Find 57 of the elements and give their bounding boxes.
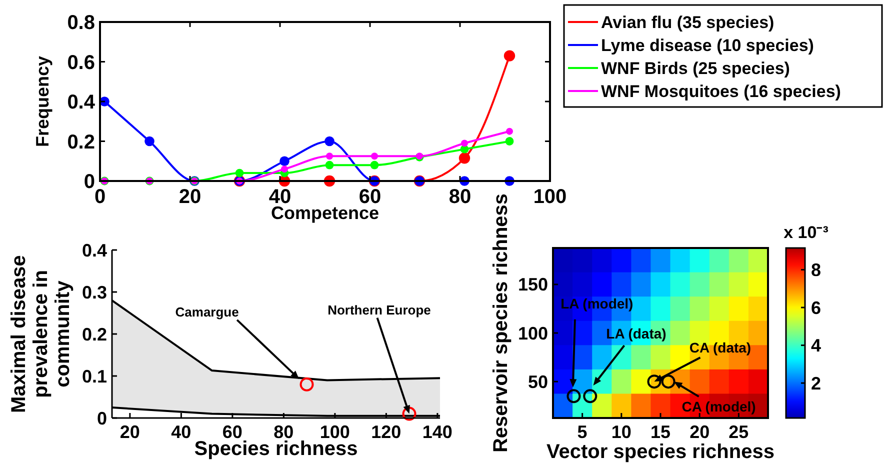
point — [458, 152, 470, 164]
point — [144, 136, 154, 146]
legend-label: WNF Mosquitoes (16 species) — [601, 82, 841, 101]
x-tick-label: 20 — [178, 186, 202, 208]
y-tick-label: 0.8 — [67, 12, 95, 34]
x-tick-label: 10 — [611, 422, 632, 442]
x-axis-title: Vector species richness — [546, 441, 774, 463]
annotation: LA (data) — [606, 325, 666, 342]
y-tick-label: 0.4 — [82, 240, 107, 260]
point — [325, 160, 334, 170]
legend-label: Lyme disease (10 species) — [601, 36, 814, 55]
y-tick-label: 100 — [518, 323, 548, 344]
point — [324, 136, 334, 146]
color-bar-label: 2 — [811, 373, 822, 394]
point — [326, 152, 333, 160]
legend-label: WNF Birds (25 species) — [601, 58, 790, 78]
annotation: CA (data) — [689, 339, 752, 356]
y-tick-label: 0.6 — [67, 52, 95, 74]
annotation: Northern Europe — [328, 302, 431, 318]
y-tick-label: 0 — [84, 171, 95, 193]
x-tick-label: 25 — [728, 422, 749, 442]
color-bar-label: 6 — [811, 298, 822, 318]
y-axis-title: Maximal disease prevalence in community — [8, 255, 74, 413]
x-tick-label: 20 — [120, 422, 140, 442]
x-tick-label: 140 — [422, 422, 452, 442]
point — [461, 140, 468, 147]
y-tick-label: 50 — [528, 372, 548, 392]
point — [504, 50, 516, 62]
y-tick-label: 0.3 — [82, 282, 107, 302]
point — [506, 128, 513, 135]
y-tick-label: 0.1 — [82, 366, 107, 386]
y-tick-label: 150 — [518, 274, 548, 295]
x-tick-label: 5 — [577, 422, 588, 442]
annotation: Camargue — [175, 304, 239, 320]
point — [280, 156, 290, 166]
legend-label: Avian flu (35 species) — [601, 12, 774, 32]
point — [371, 152, 378, 160]
point — [370, 160, 379, 170]
y-axis-title: Frequency — [32, 56, 52, 148]
x-tick-label: 20 — [690, 422, 710, 442]
y-tick-label: 0.4 — [67, 92, 96, 114]
point — [281, 166, 288, 173]
annotation: CA (model) — [682, 398, 756, 414]
x-tick-label: 15 — [650, 422, 671, 442]
color-bar-label: 8 — [811, 260, 822, 280]
y-tick-label: 0.2 — [67, 131, 95, 154]
x-tick-label: 120 — [371, 422, 402, 442]
y-tick-label: 0 — [96, 408, 107, 428]
x-tick-label: 40 — [171, 422, 192, 442]
y-axis-title: Reservoir species richness — [490, 193, 512, 453]
color-bar-title: x 10⁻³ — [784, 223, 829, 242]
color-bar-label: 4 — [811, 336, 822, 356]
point — [505, 137, 514, 146]
y-tick-label: 0.2 — [82, 324, 107, 344]
x-tick-label: 100 — [533, 186, 567, 208]
x-tick-label: 80 — [448, 186, 472, 208]
point — [235, 168, 244, 178]
